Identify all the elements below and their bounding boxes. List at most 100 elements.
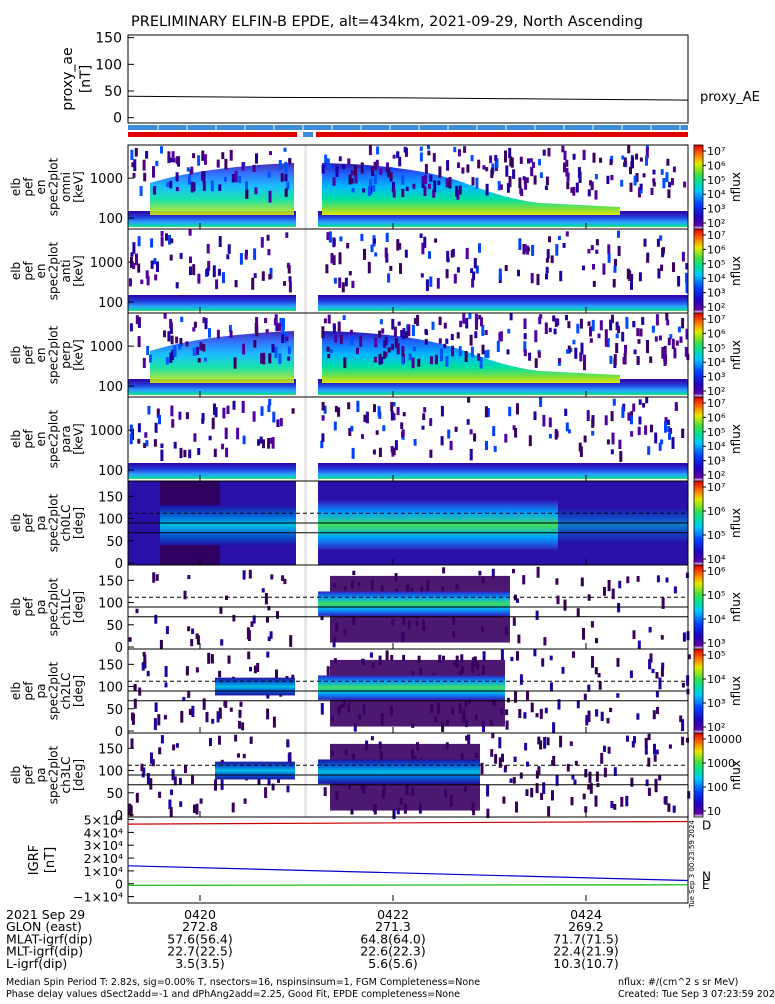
ylabel-line: ch1LC — [59, 589, 73, 626]
flux-pixel — [651, 325, 655, 333]
flux-pixel — [398, 243, 402, 250]
flux-pixel — [681, 682, 685, 688]
flux-pixel — [227, 655, 231, 664]
flux-pixel — [598, 681, 602, 690]
flux-pixel — [233, 357, 237, 369]
flux-pixel — [654, 432, 658, 444]
low-energy-band — [128, 463, 296, 479]
flux-pixel — [517, 634, 521, 644]
flux-pixel — [133, 683, 137, 692]
flux-pixel — [401, 356, 405, 365]
flux-pixel — [160, 735, 164, 744]
flux-pixel — [500, 649, 504, 661]
flux-pixel — [151, 759, 155, 767]
flux-pixel — [332, 640, 336, 648]
flux-pixel — [539, 314, 543, 319]
flux-pixel — [626, 735, 629, 742]
flux-pixel — [155, 574, 159, 581]
flux-pixel — [660, 169, 664, 175]
flux-pixel — [405, 331, 409, 338]
flux-pixel — [522, 176, 526, 181]
colorbar-tick-label: 10⁴ — [707, 188, 726, 201]
flux-pixel — [401, 349, 405, 359]
flux-pixel — [218, 670, 222, 678]
flux-pixel — [267, 636, 271, 642]
flux-pixel — [269, 151, 272, 156]
flux-pixel — [630, 274, 634, 280]
flux-pixel — [226, 405, 230, 414]
flux-pixel — [204, 154, 207, 165]
flux-pixel — [609, 319, 613, 325]
flux-pixel — [589, 783, 593, 794]
ylabel-line: [nT] — [43, 847, 58, 873]
flux-pixel — [130, 738, 134, 749]
flux-pixel — [610, 449, 614, 455]
flux-pixel — [667, 803, 671, 812]
flux-pixel — [236, 427, 240, 440]
colorbar-tick-label: 10² — [707, 721, 725, 734]
flux-pixel — [204, 318, 208, 330]
data-gap-line — [304, 313, 307, 397]
flux-pixel — [440, 436, 444, 446]
flux-pixel — [645, 779, 649, 787]
flux-pixel — [421, 176, 425, 184]
orbit-label: GLON (east) — [6, 919, 82, 934]
flux-pixel — [475, 265, 479, 274]
flux-pixel — [438, 338, 442, 344]
flux-pixel — [175, 336, 179, 344]
flux-pixel — [559, 735, 563, 748]
flux-pixel — [685, 328, 689, 340]
flux-pixel — [604, 329, 608, 341]
flux-pixel — [666, 158, 670, 166]
flux-pixel — [595, 239, 599, 246]
flux-pixel — [663, 348, 667, 361]
flux-pixel — [469, 334, 473, 346]
flux-pixel — [261, 588, 265, 593]
flux-pixel — [572, 651, 575, 658]
flux-pixel — [512, 568, 515, 574]
flux-pixel — [139, 186, 143, 197]
flux-pixel — [525, 177, 529, 183]
flux-pixel — [369, 652, 373, 658]
flux-pixel — [241, 162, 245, 171]
flux-pixel — [392, 154, 396, 159]
flux-pixel — [401, 188, 405, 198]
flux-pixel — [672, 166, 676, 173]
colorbar-label: nflux — [729, 760, 743, 790]
colorbar-tick-label: 10⁶ — [707, 327, 726, 340]
flux-pixel — [353, 723, 357, 732]
flux-pixel — [349, 329, 353, 334]
flux-pixel — [484, 350, 488, 359]
flux-pixel — [587, 784, 591, 790]
flux-pixel — [460, 654, 464, 663]
flux-pixel — [150, 260, 154, 269]
flux-pixel — [276, 611, 279, 619]
flux-pixel — [473, 257, 477, 269]
flux-pixel — [602, 263, 606, 275]
flux-pixel — [431, 321, 435, 330]
ylabel-line: pef — [22, 765, 36, 785]
ylabel-line: spec2plot — [47, 577, 61, 636]
data-gap-line — [304, 397, 307, 481]
flux-pixel — [350, 425, 354, 432]
flux-pixel — [547, 806, 551, 817]
flux-pixel — [567, 321, 571, 329]
flux-pixel — [572, 339, 576, 345]
flux-pixel — [490, 749, 494, 757]
flux-pixel — [606, 175, 610, 184]
flux-pixel — [385, 168, 389, 173]
flux-pixel — [192, 182, 196, 192]
ylabel-line: elb — [9, 262, 23, 280]
flux-pixel — [616, 658, 620, 667]
flux-pixel — [548, 417, 552, 428]
flux-pixel — [346, 243, 350, 249]
flux-pixel — [591, 418, 595, 428]
flux-pixel — [650, 424, 653, 433]
flux-pixel — [664, 421, 667, 433]
flux-pixel — [442, 567, 446, 574]
flux-pixel — [530, 273, 534, 284]
flux-pixel — [417, 655, 421, 663]
flux-pixel — [470, 346, 474, 358]
flux-pixel — [175, 172, 179, 182]
flux-pixel — [537, 351, 541, 358]
